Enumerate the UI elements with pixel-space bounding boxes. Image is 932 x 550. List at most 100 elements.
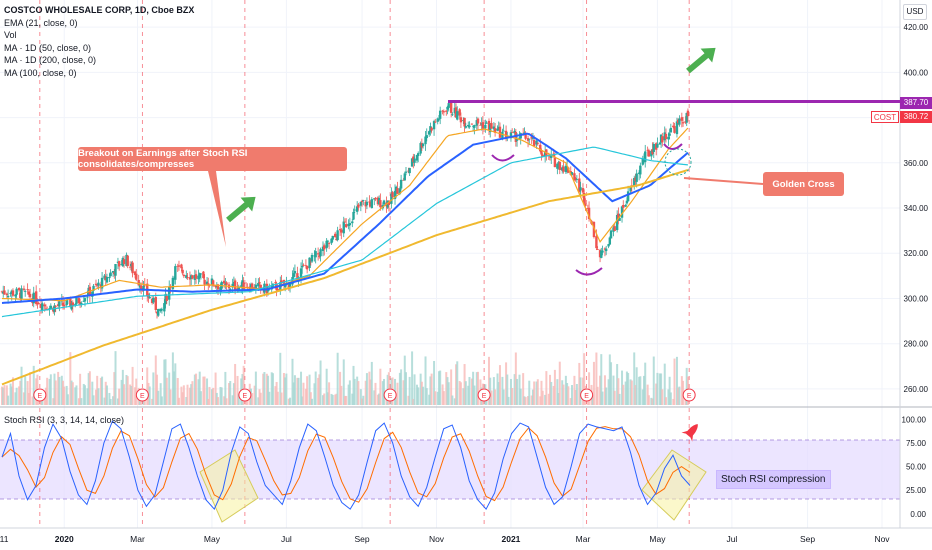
candle-body [445,110,448,112]
volume-bar [198,371,201,405]
volume-bar [292,382,295,405]
volume-bar [685,367,688,405]
volume-bar [181,392,184,405]
candle-body [210,278,214,286]
volume-bar [591,395,594,405]
volume-bar [58,376,61,405]
candle-body [432,121,436,130]
earnings-marker-label: E [140,393,145,400]
volume-bar [621,370,624,405]
volume-bar [146,367,149,405]
volume-bar [173,371,176,405]
candle-body [398,188,402,194]
candle-body [447,103,450,108]
candle-body [591,223,594,224]
volume-bar [280,392,283,405]
candle-body [680,117,684,121]
volume-bar [148,386,151,405]
candle-body [316,253,320,255]
candle-body [276,289,280,291]
volume-bar [578,362,581,405]
volume-bar [652,356,655,405]
volume-bar [430,373,433,405]
volume-bar [343,395,346,405]
volume-bar [509,378,512,405]
price-tick-label: 360.00 [904,159,929,168]
volume-bar [206,378,209,405]
candle-body [27,291,31,295]
candle-body [6,295,10,298]
candle-body [578,178,581,192]
legend-ma100[interactable]: MA (100, close, 0) [4,67,77,78]
volume-bar [501,376,504,405]
volume-bar [544,394,547,405]
candle-body [612,227,615,232]
legend-ma200[interactable]: MA · 1D (200, close, 0) [4,55,97,65]
candle-body [48,308,51,310]
candle-body [515,139,519,141]
candle-body [436,118,439,122]
candle-body [126,255,129,266]
candle-body [186,276,189,278]
volume-bar [351,393,354,405]
volume-bar [232,383,235,405]
volume-bar [379,368,382,405]
candle-body [556,163,559,169]
candle-body [429,126,432,132]
earnings-marker-label: E [38,393,43,400]
volume-bar [673,358,676,405]
volume-bar [49,374,52,405]
volume-bar [513,374,516,405]
volume-bar [41,397,44,405]
candle-body [492,126,496,130]
candle-body [368,201,371,203]
candle-body [224,284,227,286]
volume-bar [624,381,627,405]
candle-body [2,291,5,294]
volume-bar [207,398,210,405]
candle-body [407,170,410,172]
volume-bar [441,384,444,405]
candle-body [603,248,607,250]
candle-body [490,122,493,129]
legend-ma50[interactable]: MA · 1D (50, close, 0) [4,42,92,53]
volume-bar [633,352,636,405]
candle-body [365,201,369,206]
volume-bar [271,373,274,405]
candle-body [139,285,143,291]
currency-button[interactable]: USD [903,4,927,20]
volume-bar [340,385,343,405]
candle-body [480,123,483,125]
candle-body [629,186,632,192]
volume-bar [638,376,641,405]
volume-bar [434,391,437,405]
volume-bar [477,371,480,405]
candle-body [550,155,553,158]
volume-bar [87,373,90,405]
candle-body [180,264,183,269]
legend-ema21[interactable]: EMA (21, close, 0) [4,17,78,28]
candle-body [451,114,454,116]
volume-bar [498,365,501,405]
volume-bar [129,384,132,405]
volume-bar [242,365,245,405]
volume-bar [193,374,196,405]
candle-body [310,254,314,262]
candle-body [318,255,321,257]
volume-bar [622,384,625,405]
candle-body [595,236,598,249]
legend-volume[interactable]: Vol [4,30,17,40]
volume-bar [169,389,172,405]
volume-bar [297,377,300,405]
volume-bar [11,377,14,405]
volume-bar [601,391,604,405]
candle-body [122,259,126,265]
volume-bar [258,389,261,405]
candle-body [676,119,680,124]
price-tick-label: 400.00 [904,68,929,77]
volume-bar [455,364,458,405]
candle-body [292,273,295,277]
stoch-rsi-legend[interactable]: Stoch RSI (3, 3, 14, 14, close) [4,415,125,425]
candle-body [164,294,167,304]
volume-bar [608,354,611,405]
